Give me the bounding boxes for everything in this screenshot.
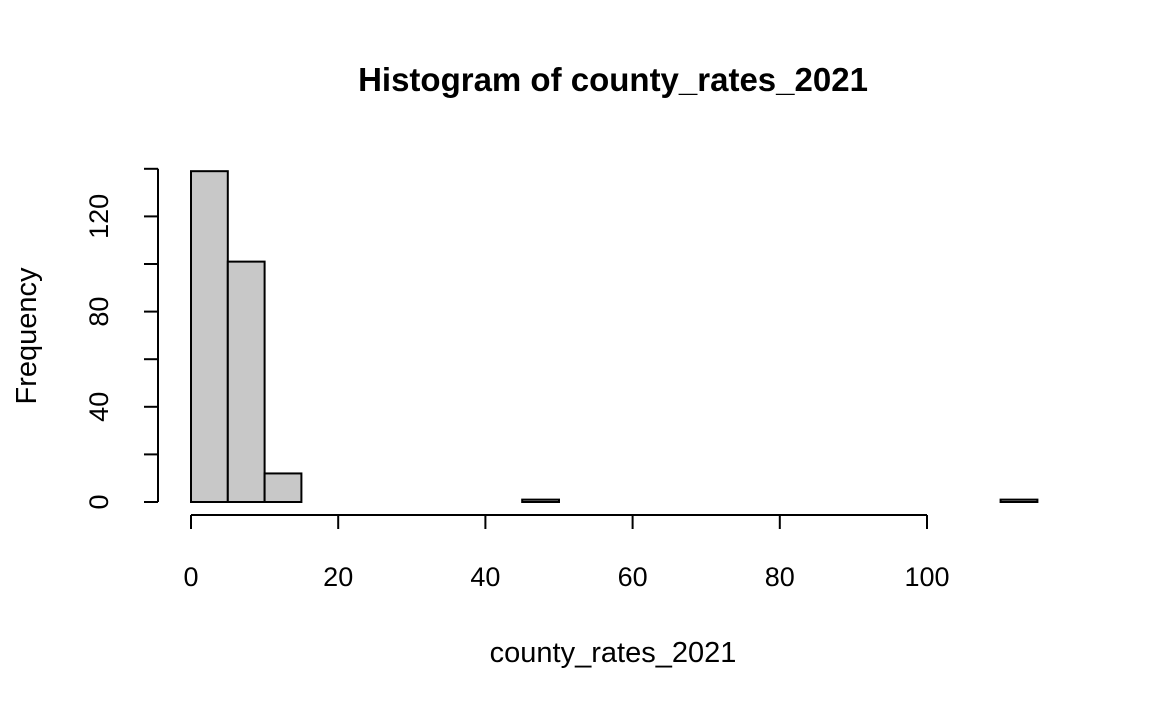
y-tick-label: 120 (84, 194, 114, 239)
histogram-bar (226, 260, 266, 503)
y-axis: 0 40 80 120 (84, 167, 159, 510)
chart-title: Histogram of county_rates_2021 (358, 61, 868, 98)
y-tick-label: 80 (84, 297, 114, 327)
histogram-bar (190, 170, 229, 503)
x-tick-label: 60 (618, 562, 648, 592)
y-axis-label: Frequency (11, 267, 43, 405)
x-axis: 0 20 40 60 80 100 (183, 514, 950, 592)
y-tick-label: 0 (84, 494, 114, 509)
x-tick-label: 80 (765, 562, 795, 592)
histogram-bar (263, 472, 303, 504)
bars-group (190, 170, 1039, 504)
y-tick-label: 40 (84, 392, 114, 422)
histogram-bar (521, 498, 561, 503)
x-tick-label: 0 (183, 562, 198, 592)
x-axis-label: county_rates_2021 (490, 637, 737, 669)
x-tick-label: 20 (323, 562, 353, 592)
x-tick-label: 40 (470, 562, 500, 592)
histogram-bar (999, 498, 1039, 503)
x-tick-label: 100 (904, 562, 949, 592)
